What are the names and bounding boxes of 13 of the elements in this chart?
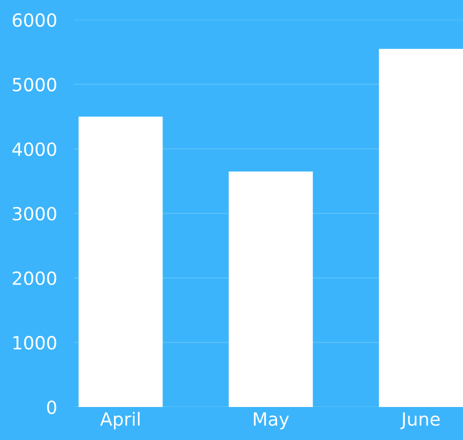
y-tick-label: 1000 bbox=[13, 336, 56, 350]
y-tick-label: 2000 bbox=[12, 271, 56, 286]
bar bbox=[228, 171, 313, 407]
y-tick-label: 3000 bbox=[12, 206, 56, 221]
x-tick-label: June bbox=[400, 412, 440, 430]
y-tick-label: 6000 bbox=[12, 13, 56, 27]
bar bbox=[378, 48, 463, 407]
x-tick-label: April bbox=[100, 412, 140, 430]
y-tick-label: 5000 bbox=[12, 78, 56, 92]
bar bbox=[78, 116, 163, 407]
x-tick-label: May bbox=[254, 412, 289, 430]
y-tick-label: 0 bbox=[47, 400, 56, 414]
y-tick-label: 4000 bbox=[12, 142, 56, 156]
